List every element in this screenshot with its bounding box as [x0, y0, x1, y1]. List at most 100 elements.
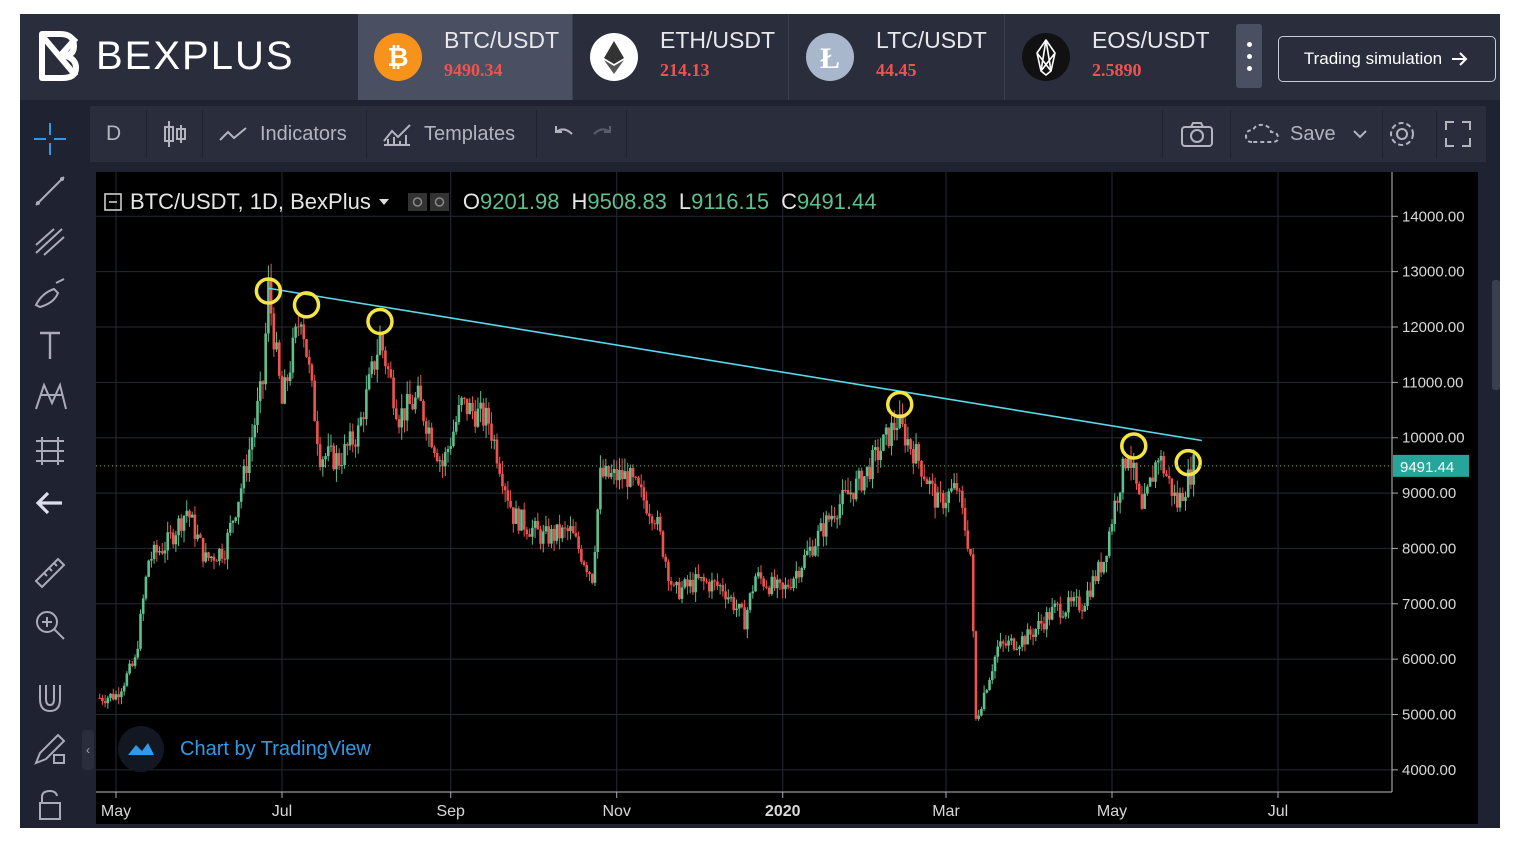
candle-body	[955, 483, 959, 491]
candle-body	[664, 556, 668, 562]
highlight-circle	[254, 277, 283, 305]
candle-body	[805, 550, 809, 555]
save-button[interactable]: Save	[1244, 106, 1368, 162]
candle-body	[786, 584, 790, 588]
pattern-icon[interactable]	[29, 376, 71, 418]
interval-button[interactable]: D	[106, 106, 121, 162]
pair-tab-eos[interactable]: EOS/USDT 2.5890	[1006, 14, 1220, 100]
candle-body	[381, 334, 384, 351]
candle-body	[577, 536, 580, 550]
candle-body	[645, 500, 648, 514]
back-arrow-icon[interactable]	[29, 482, 71, 524]
unlock-icon[interactable]	[29, 784, 71, 826]
candle-body	[158, 551, 161, 553]
candle-body	[152, 544, 156, 560]
candle-body	[422, 401, 425, 422]
trading-simulation-button[interactable]: Trading simulation	[1278, 36, 1496, 82]
undo-icon[interactable]	[550, 106, 576, 162]
candle-body	[1078, 596, 1081, 611]
candle-body	[1056, 603, 1059, 605]
collapse-legend-icon[interactable]	[104, 193, 122, 211]
candles-icon[interactable]	[162, 106, 188, 162]
candle-body	[1165, 473, 1168, 476]
candle-body	[103, 701, 107, 704]
pair-tab-ltc[interactable]: Ł LTC/USDT 44.45	[790, 14, 1005, 100]
symbol-label[interactable]: BTC/USDT, 1D, BexPlus	[130, 189, 371, 214]
save-label: Save	[1290, 122, 1336, 145]
candle-body	[487, 407, 491, 424]
candle-body	[569, 526, 572, 531]
camera-icon[interactable]	[1180, 106, 1214, 162]
candle-body	[501, 473, 504, 487]
indicators-label: Indicators	[260, 122, 347, 145]
crosshair-icon[interactable]	[29, 118, 71, 160]
magnet-icon[interactable]	[29, 676, 71, 718]
candle-body	[313, 380, 316, 422]
candle-body	[789, 587, 793, 589]
text-icon[interactable]	[29, 324, 71, 366]
candle-body	[797, 570, 801, 578]
fullscreen-icon[interactable]	[1444, 106, 1472, 162]
price-chart[interactable]: 14000.00 13000.00 12000.00 11000.00 10000.00…	[96, 172, 1478, 824]
brush-icon[interactable]	[29, 272, 71, 314]
candle-body	[925, 479, 929, 485]
candle-body	[449, 446, 453, 449]
candle-body	[1110, 523, 1114, 532]
candle-body	[430, 427, 433, 448]
candle-body	[990, 671, 994, 680]
candle-body	[1143, 493, 1146, 509]
candle-body	[544, 526, 548, 532]
price-axis-background	[1392, 172, 1478, 824]
candle-body	[1007, 640, 1010, 646]
tradingview-attribution[interactable]: Chart by TradingView	[118, 726, 371, 772]
candle-body	[405, 394, 409, 421]
ruler-icon[interactable]	[29, 552, 71, 594]
open-label: O	[462, 189, 480, 214]
candle-body	[822, 523, 825, 537]
trend-line-icon[interactable]	[29, 170, 71, 212]
divider	[1230, 110, 1231, 158]
candle-body	[1069, 597, 1073, 602]
indicators-button[interactable]: Indicators	[218, 106, 347, 162]
prediction-icon[interactable]	[29, 430, 71, 472]
visibility-icon[interactable]	[407, 192, 451, 212]
divider	[146, 110, 147, 158]
candle-body	[1129, 458, 1133, 468]
pair-tab-eth[interactable]: ETH/USDT 214.13	[574, 14, 789, 100]
fib-tool-icon[interactable]	[29, 220, 71, 262]
candle-body	[593, 551, 597, 583]
candle-body	[114, 694, 118, 700]
candle-body	[144, 576, 148, 599]
zoom-in-icon[interactable]	[29, 604, 71, 646]
candle-body	[457, 405, 461, 422]
candle-body	[871, 449, 874, 480]
candle-body	[492, 439, 496, 441]
candle-body	[234, 517, 238, 521]
pair-tab-btc[interactable]: ₿ BTC/USDT 9490.34	[358, 14, 573, 100]
candle-body	[735, 608, 738, 611]
candle-body	[1162, 455, 1166, 474]
more-options-button[interactable]	[1236, 24, 1262, 88]
brand-logo[interactable]: BEXPLUS	[36, 26, 295, 86]
candle-body	[917, 444, 921, 461]
gear-icon[interactable]	[1386, 106, 1418, 162]
divider	[1436, 110, 1437, 158]
candle-body	[1048, 612, 1051, 620]
collapse-toolbar-button[interactable]: ‹	[82, 730, 94, 770]
candle-body	[574, 533, 578, 537]
candle-body	[128, 663, 131, 674]
redo-icon[interactable]	[590, 106, 616, 162]
candle-body	[694, 574, 697, 593]
scrollbar[interactable]	[1492, 280, 1500, 390]
templates-button[interactable]: Templates	[382, 106, 515, 162]
candle-body	[909, 439, 912, 450]
candle-body	[746, 609, 749, 630]
lock-drawing-icon[interactable]	[29, 728, 71, 770]
candle-body	[892, 422, 896, 430]
candle-body	[250, 437, 254, 450]
candle-body	[819, 523, 823, 531]
candle-body	[969, 548, 972, 555]
candle-body	[550, 528, 553, 544]
candle-body	[476, 408, 480, 427]
candle-body	[658, 516, 662, 532]
